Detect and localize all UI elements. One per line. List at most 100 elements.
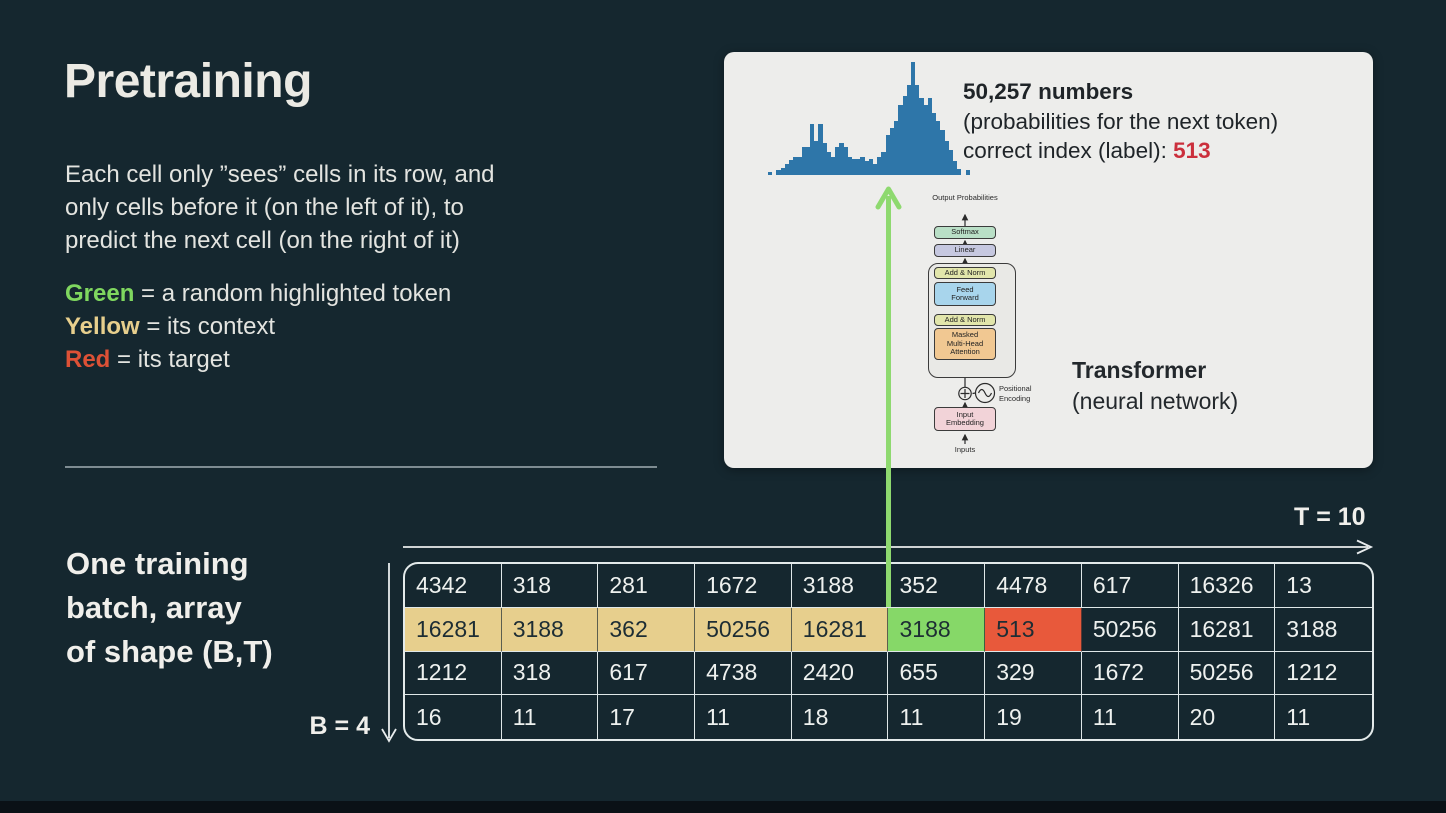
table-cell: 16 (405, 695, 502, 739)
histogram-bar (805, 146, 811, 175)
color-legend: Green = a random highlighted token Yello… (65, 277, 451, 376)
paragraph-line: only cells before it (on the left of it)… (65, 194, 464, 221)
table-cell: 16326 (1178, 564, 1276, 608)
input-embedding-box: Input Embedding (934, 407, 996, 431)
histogram-bar (789, 160, 794, 175)
legend-line-yellow: Yellow = its context (65, 310, 451, 343)
correct-label-line: correct index (label): 513 (963, 136, 1278, 166)
histogram-bar (797, 156, 802, 175)
correct-label-value: 513 (1173, 138, 1211, 163)
numbers-subline: (probabilities for the next token) (963, 108, 1279, 134)
histogram-bar (843, 146, 848, 175)
transformer-diagram: Output Probabilities Softmax Linear Add … (910, 190, 1065, 465)
histogram-bar (957, 169, 962, 175)
table-cell: 50256 (695, 607, 792, 652)
output-probabilities-label: Output Probabilities (932, 193, 998, 202)
table-cell: 352 (888, 564, 986, 608)
table-cell: 16281 (1178, 607, 1276, 652)
feed-forward-label: Feed Forward (951, 284, 979, 302)
histogram-bar (927, 98, 932, 175)
table-cell: 18 (792, 695, 889, 739)
histogram-bar (784, 163, 790, 175)
table-cell: 318 (501, 651, 599, 696)
histogram-bar (885, 135, 890, 175)
histogram-bar (810, 124, 815, 175)
table-cell: 50256 (1081, 607, 1179, 652)
legend-term-red: Red (65, 346, 111, 373)
histogram-bar (877, 156, 882, 175)
legend-definition: = its context (139, 313, 276, 340)
histogram-bar (906, 84, 911, 175)
table-cell: 617 (1081, 564, 1179, 608)
table-cell: 4342 (405, 564, 502, 608)
positional-encoding-label: Positional Encoding (999, 384, 1051, 403)
page-title: Pretraining (64, 55, 312, 108)
histogram-bar (910, 62, 916, 175)
inputs-label: Inputs (954, 445, 976, 454)
b-dimension-label: B = 4 (309, 712, 370, 740)
legend-definition: = its target (110, 346, 230, 373)
table-cell: 16281 (791, 607, 889, 652)
table-cell: 513 (985, 607, 1082, 652)
histogram-bar (868, 159, 874, 175)
legend-line-red: Red = its target (65, 343, 451, 376)
histogram-bar (873, 163, 878, 175)
token-table: 4342 318 281 1672 3188 352 4478 617 16326 13 16281… (403, 562, 1374, 741)
histogram-bar (864, 161, 869, 175)
paragraph-line: Each cell only ”sees” cells in its row, … (65, 161, 495, 188)
table-cell: 617 (598, 651, 696, 696)
histogram-bar (898, 104, 903, 175)
histogram-bar (847, 156, 853, 175)
histogram-bar (793, 156, 798, 175)
description-text: Each cell only ”sees” cells in its row, … (65, 158, 495, 257)
table-cell: 11 (888, 695, 986, 739)
table-cell: 4738 (695, 651, 792, 696)
table-cell: 4478 (985, 564, 1082, 608)
legend-line-green: Green = a random highlighted token (65, 277, 451, 310)
bottom-letterbox (0, 801, 1446, 813)
histogram-bar (822, 143, 827, 175)
histogram-bar (780, 168, 785, 175)
legend-term-green: Green (65, 280, 135, 307)
table-cell: 2420 (791, 651, 889, 696)
histogram-bar (768, 171, 773, 175)
add-norm-bottom-box: Add & Norm (934, 314, 996, 326)
softmax-box: Softmax (934, 226, 996, 239)
histogram-bar (860, 156, 865, 175)
table-cell: 1212 (405, 651, 502, 696)
positional-encoding-text: Positional Encoding (999, 384, 1032, 403)
batch-label-line: of shape (B,T) (66, 634, 273, 669)
table-cell: 329 (985, 651, 1082, 696)
histogram-bar (852, 159, 857, 175)
histogram-bar (835, 146, 840, 175)
histogram-bar (839, 143, 844, 175)
transformer-subtitle: (neural network) (1072, 388, 1239, 414)
table-cell: 16281 (405, 607, 502, 652)
divider-line (65, 466, 657, 468)
table-cell: 50256 (1178, 651, 1276, 696)
histogram-bar (776, 170, 781, 175)
histogram-bar (818, 124, 823, 175)
table-cell: 362 (598, 607, 696, 652)
masked-mha-label: Masked Multi-Head Attention (946, 330, 984, 357)
batch-label-line: batch, array (66, 590, 242, 625)
masked-mha-box: Masked Multi-Head Attention (934, 328, 996, 360)
transformer-card: 50,257 numbers (probabilities for the ne… (724, 52, 1373, 468)
histogram-bar (889, 127, 895, 175)
histogram-bar (894, 120, 899, 175)
correct-label-prefix: correct index (label): (963, 138, 1174, 163)
histogram-bar (936, 120, 941, 175)
histogram-bar (931, 112, 937, 175)
table-cell: 13 (1275, 564, 1372, 608)
histogram-bar (952, 161, 958, 175)
card-text: 50,257 numbers (probabilities for the ne… (963, 77, 1278, 166)
paragraph-line: predict the next cell (on the right of i… (65, 227, 460, 254)
probability-histogram (768, 62, 970, 175)
feed-forward-box: Feed Forward (934, 282, 996, 306)
table-cell: 318 (501, 564, 599, 608)
transformer-title: Transformer (1072, 357, 1207, 383)
input-embedding-label: Input Embedding (946, 409, 984, 427)
table-cell: 1212 (1275, 652, 1372, 696)
t-dimension-label: T = 10 (1294, 503, 1366, 531)
